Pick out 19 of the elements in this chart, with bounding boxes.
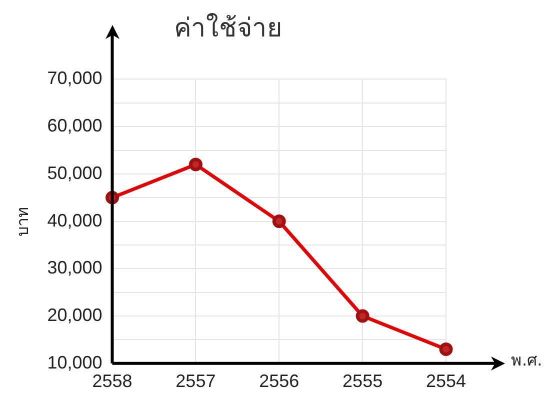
y-tick-label: 10,000 xyxy=(47,352,102,372)
y-tick-label: 30,000 xyxy=(47,258,102,278)
point xyxy=(356,309,370,323)
point xyxy=(439,342,453,356)
x-axis-title: พ.ศ. xyxy=(511,350,542,370)
y-axis-title: บาท xyxy=(12,206,32,236)
x-tick-label: 2555 xyxy=(342,371,383,392)
y-tick-label: 50,000 xyxy=(47,162,102,183)
point xyxy=(188,158,202,172)
x-tick-label: 2557 xyxy=(176,371,216,392)
y-tick-label: 70,000 xyxy=(47,68,102,88)
x-tick-label: 2558 xyxy=(92,371,132,392)
point xyxy=(272,214,286,228)
y-tick-label: 20,000 xyxy=(47,305,102,325)
y-tick-label: 60,000 xyxy=(47,116,102,136)
chart-title: ค่าใช้จ่าย xyxy=(174,13,282,44)
y-tick-label: 40,000 xyxy=(47,210,102,230)
x-tick-label: 2554 xyxy=(426,371,466,392)
x-tick-label: 2556 xyxy=(259,371,300,392)
